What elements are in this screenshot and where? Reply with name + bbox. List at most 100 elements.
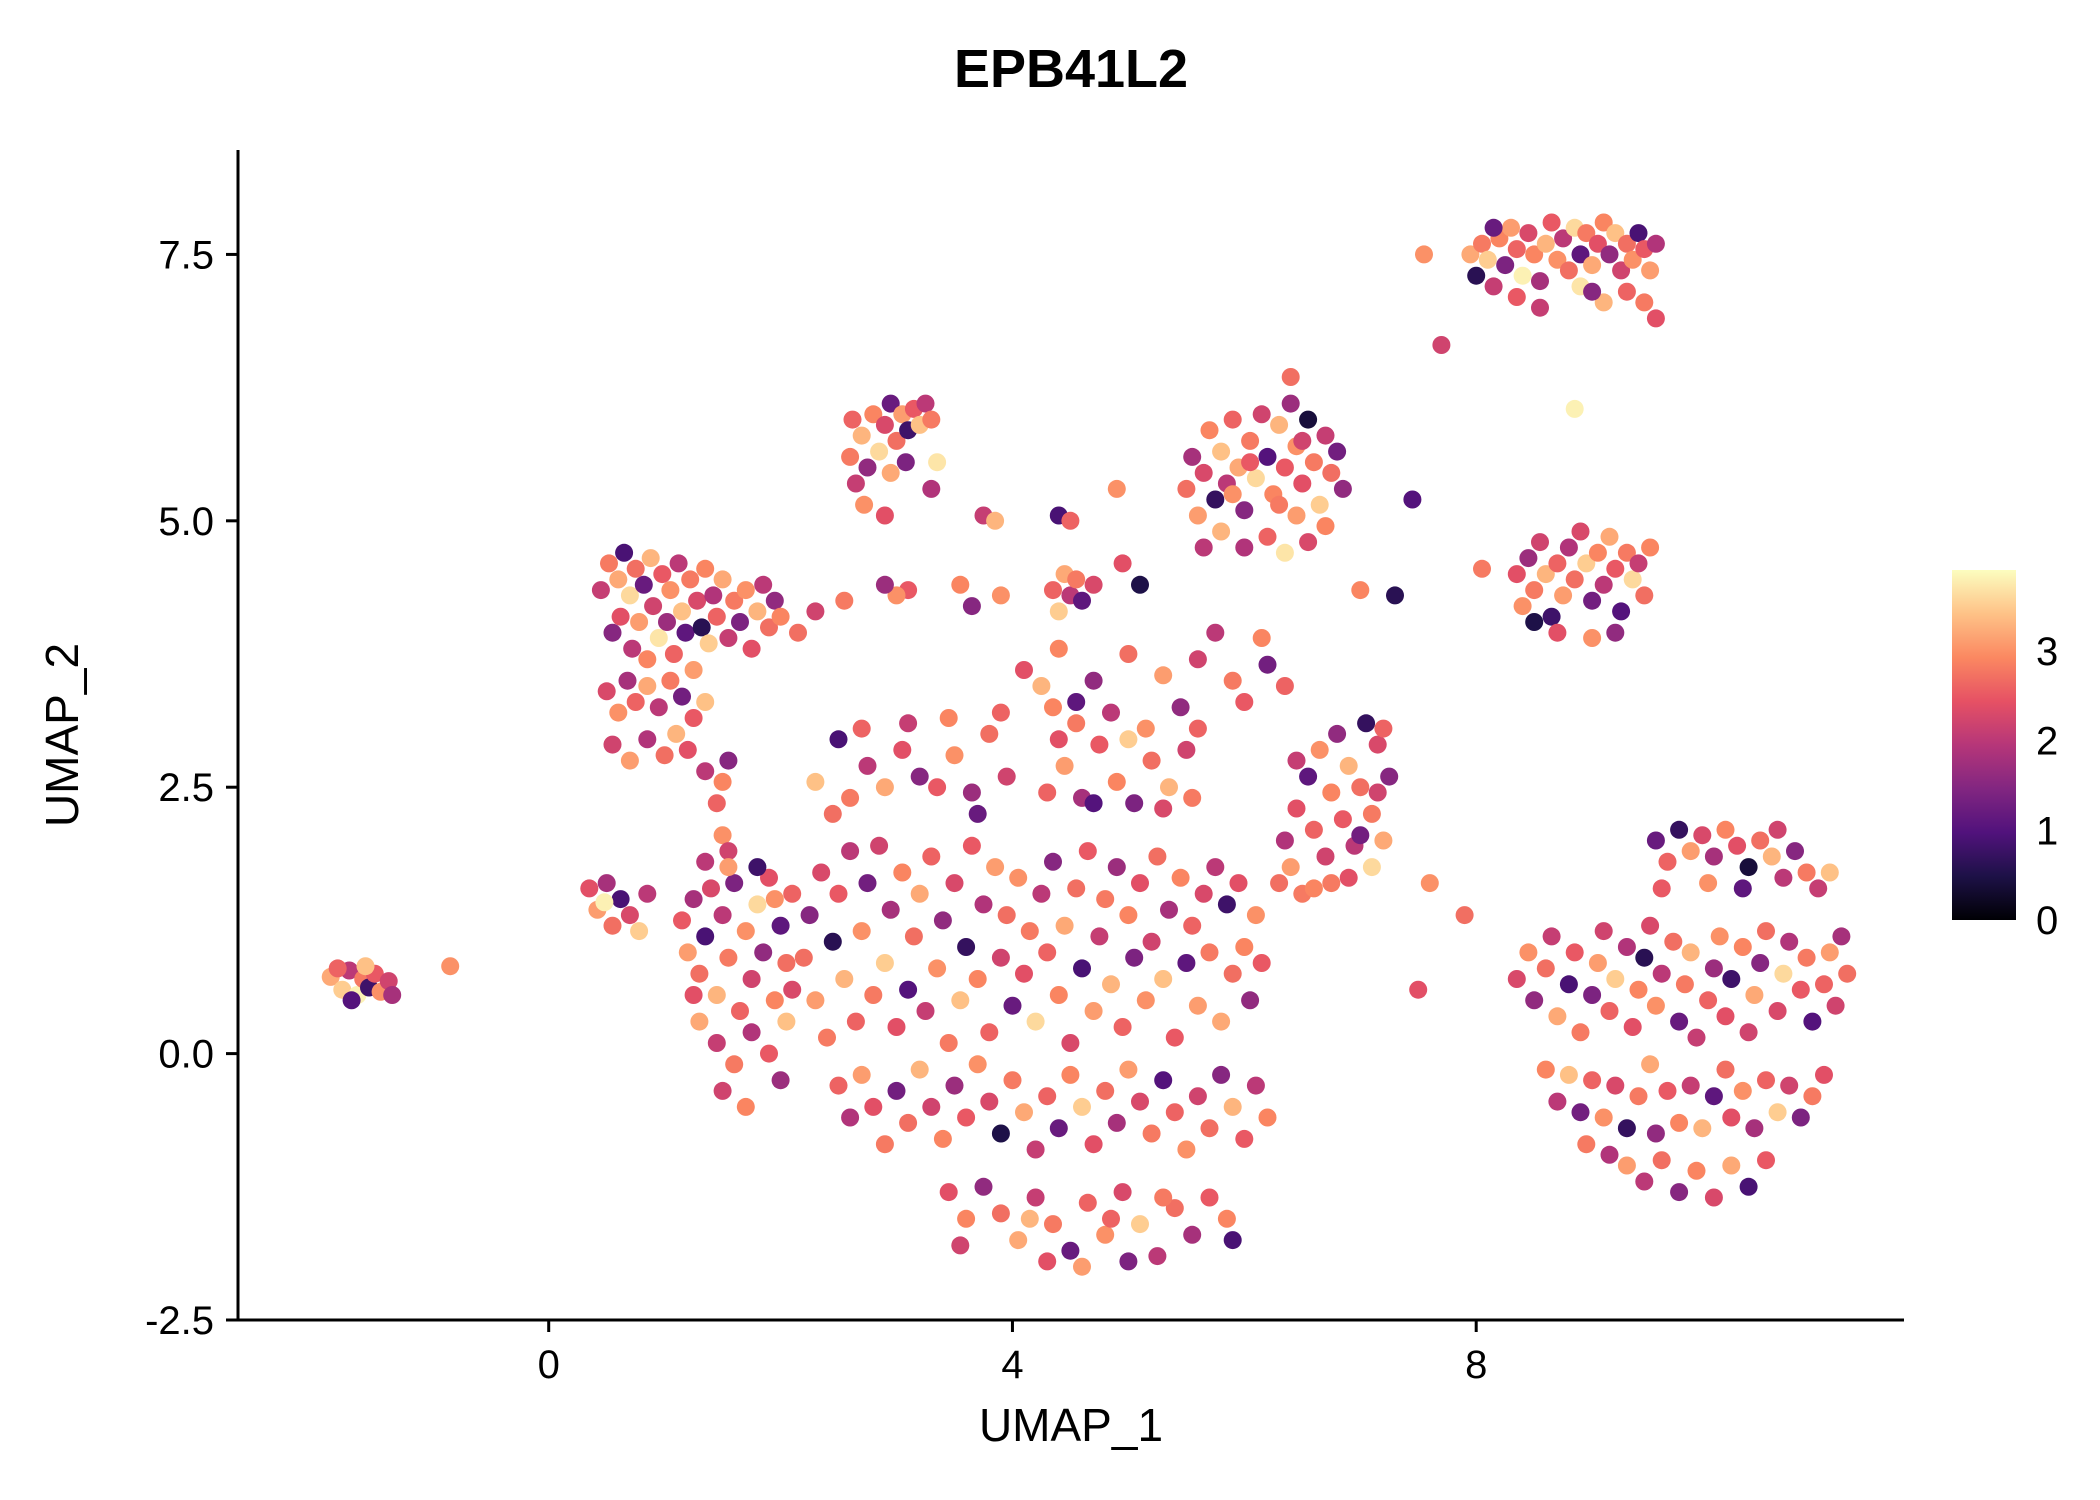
- data-point: [991, 586, 1010, 605]
- data-point: [1113, 1183, 1132, 1202]
- data-point: [1774, 964, 1793, 983]
- data-point: [696, 559, 715, 578]
- data-point: [1704, 1087, 1723, 1106]
- data-point: [951, 1236, 970, 1255]
- data-point: [1125, 794, 1144, 813]
- data-point: [1757, 1151, 1775, 1170]
- data-point: [1026, 1012, 1045, 1031]
- data-point: [1722, 1108, 1741, 1127]
- data-point: [1212, 1065, 1231, 1084]
- data-point: [823, 932, 842, 951]
- data-point: [1554, 229, 1573, 248]
- data-point: [1293, 431, 1312, 450]
- data-point: [1664, 932, 1683, 951]
- data-point: [1212, 442, 1231, 461]
- data-point: [1200, 943, 1219, 962]
- data-point: [1061, 1034, 1080, 1052]
- data-point: [1600, 1145, 1619, 1164]
- data-point: [1339, 868, 1358, 887]
- data-point: [864, 1097, 883, 1116]
- data-point: [1142, 932, 1161, 951]
- data-point: [1131, 1215, 1149, 1234]
- data-point: [1502, 218, 1520, 237]
- data-point: [1559, 1065, 1578, 1084]
- data-point: [1571, 1103, 1590, 1122]
- data-point: [1652, 1151, 1671, 1170]
- data-point: [899, 714, 918, 733]
- data-point: [1258, 447, 1277, 466]
- data-point: [684, 890, 703, 909]
- data-point: [661, 581, 680, 600]
- data-point: [1681, 943, 1700, 962]
- data-point: [1038, 783, 1057, 802]
- colorbar-tick-label: 2: [2036, 720, 2058, 764]
- data-point: [1188, 650, 1207, 669]
- data-point: [870, 836, 889, 855]
- data-point: [725, 1055, 744, 1074]
- data-point: [1084, 575, 1103, 594]
- data-point: [1223, 1097, 1242, 1116]
- data-point: [1473, 559, 1491, 578]
- data-point: [1055, 916, 1074, 935]
- data-point: [1531, 272, 1549, 291]
- data-point: [1536, 565, 1555, 584]
- data-point: [618, 671, 637, 690]
- data-point: [1368, 783, 1387, 802]
- data-point: [1583, 591, 1602, 610]
- data-point: [1090, 927, 1109, 946]
- data-point: [1096, 890, 1115, 909]
- data-point: [707, 794, 726, 813]
- data-point: [742, 970, 761, 988]
- data-point: [742, 1023, 761, 1042]
- data-point: [1681, 1076, 1700, 1095]
- data-point: [1739, 1023, 1758, 1042]
- data-point: [1635, 293, 1654, 312]
- data-point: [1246, 469, 1265, 488]
- data-point: [1531, 298, 1549, 317]
- data-point: [1704, 959, 1723, 978]
- data-point: [1107, 1113, 1126, 1132]
- data-point: [1531, 533, 1549, 552]
- data-point: [852, 719, 871, 738]
- data-point: [1588, 954, 1607, 972]
- data-point: [997, 906, 1016, 925]
- data-point: [1507, 970, 1526, 988]
- data-point: [719, 842, 738, 861]
- data-point: [1536, 234, 1555, 253]
- data-point: [1565, 943, 1584, 962]
- data-point: [986, 858, 1005, 877]
- data-point: [1003, 1071, 1022, 1090]
- data-point: [1409, 980, 1428, 999]
- data-point: [707, 1034, 726, 1052]
- data-point: [1670, 1183, 1689, 1202]
- data-point: [939, 1034, 958, 1052]
- data-point: [881, 900, 900, 919]
- data-point: [1165, 1199, 1184, 1218]
- data-point: [1519, 943, 1538, 962]
- data-point: [1073, 1097, 1091, 1116]
- data-point: [1536, 959, 1555, 978]
- data-point: [1113, 1018, 1132, 1036]
- data-point: [1803, 1012, 1822, 1031]
- data-point: [1507, 565, 1526, 584]
- data-point: [1038, 943, 1057, 962]
- data-point: [1032, 884, 1051, 903]
- data-point: [1252, 954, 1271, 972]
- data-point: [1838, 964, 1857, 983]
- data-point: [1026, 1188, 1045, 1207]
- data-point: [881, 394, 900, 413]
- data-point: [1728, 836, 1747, 855]
- data-point: [910, 884, 929, 903]
- data-point: [1258, 527, 1277, 546]
- data-point: [1583, 1071, 1602, 1090]
- data-point: [713, 826, 732, 845]
- data-point: [1131, 1092, 1149, 1111]
- data-point: [1235, 1129, 1254, 1148]
- data-point: [644, 597, 663, 616]
- data-point: [1583, 629, 1602, 647]
- data-point: [1565, 570, 1584, 589]
- data-point: [1322, 463, 1341, 482]
- data-point: [1745, 986, 1764, 1004]
- data-point: [1136, 991, 1155, 1010]
